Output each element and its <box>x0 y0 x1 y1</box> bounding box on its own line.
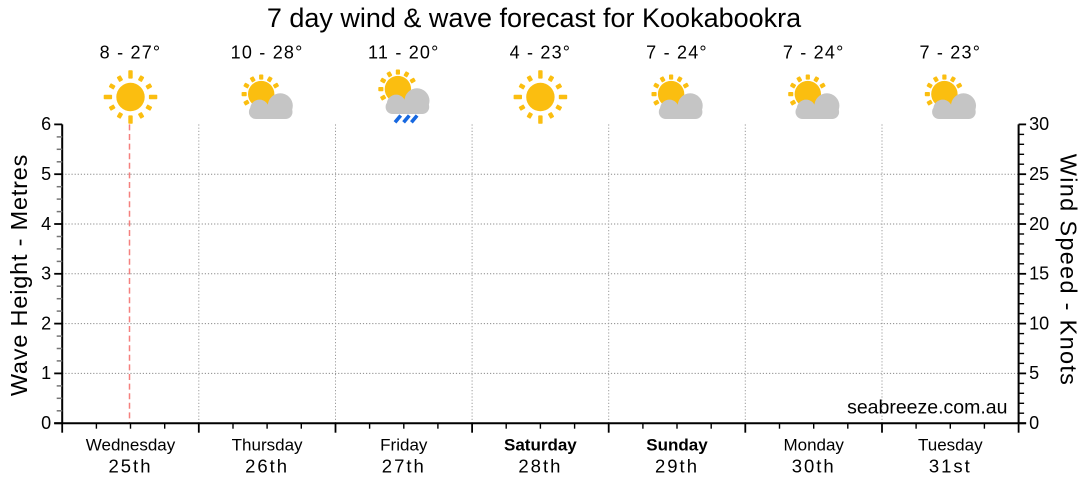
svg-text:4: 4 <box>41 214 51 234</box>
svg-text:25th: 25th <box>108 456 152 477</box>
svg-text:6: 6 <box>41 114 51 134</box>
svg-text:8 - 27°: 8 - 27° <box>100 43 162 63</box>
svg-text:20: 20 <box>1029 214 1049 234</box>
svg-text:11 - 20°: 11 - 20° <box>368 43 440 63</box>
svg-text:10 - 28°: 10 - 28° <box>231 43 304 63</box>
svg-text:4 - 23°: 4 - 23° <box>510 43 572 63</box>
svg-text:1: 1 <box>41 363 51 383</box>
svg-text:5: 5 <box>1029 363 1039 383</box>
svg-text:3: 3 <box>41 264 51 284</box>
svg-text:5: 5 <box>41 164 51 184</box>
svg-text:27th: 27th <box>382 456 426 477</box>
svg-text:0: 0 <box>1029 413 1039 433</box>
svg-text:29th: 29th <box>655 456 699 477</box>
svg-text:25: 25 <box>1029 164 1049 184</box>
svg-text:26th: 26th <box>245 456 289 477</box>
svg-text:10: 10 <box>1029 313 1049 333</box>
svg-text:7 day wind & wave forecast for: 7 day wind & wave forecast for Kookabook… <box>267 3 802 33</box>
svg-text:30: 30 <box>1029 114 1049 134</box>
svg-text:2: 2 <box>41 313 51 333</box>
svg-text:7 - 24°: 7 - 24° <box>646 43 708 63</box>
svg-text:0: 0 <box>41 413 51 433</box>
svg-text:31st: 31st <box>929 456 972 477</box>
svg-text:Wave Height - Metres: Wave Height - Metres <box>6 154 32 396</box>
svg-text:Monday: Monday <box>783 436 844 455</box>
svg-text:28th: 28th <box>518 456 562 477</box>
svg-text:Tuesday: Tuesday <box>918 436 983 455</box>
svg-text:Wednesday: Wednesday <box>86 436 176 455</box>
svg-text:seabreeze.com.au: seabreeze.com.au <box>847 397 1007 419</box>
svg-text:Friday: Friday <box>380 436 428 455</box>
svg-text:15: 15 <box>1029 264 1049 284</box>
svg-text:Thursday: Thursday <box>232 436 303 455</box>
svg-text:30th: 30th <box>792 456 836 477</box>
svg-text:Wind Speed - Knots: Wind Speed - Knots <box>1056 154 1080 386</box>
svg-text:Saturday: Saturday <box>504 436 577 455</box>
svg-text:7 - 24°: 7 - 24° <box>783 43 845 63</box>
svg-text:7 - 23°: 7 - 23° <box>919 43 981 63</box>
svg-text:Sunday: Sunday <box>646 436 708 455</box>
